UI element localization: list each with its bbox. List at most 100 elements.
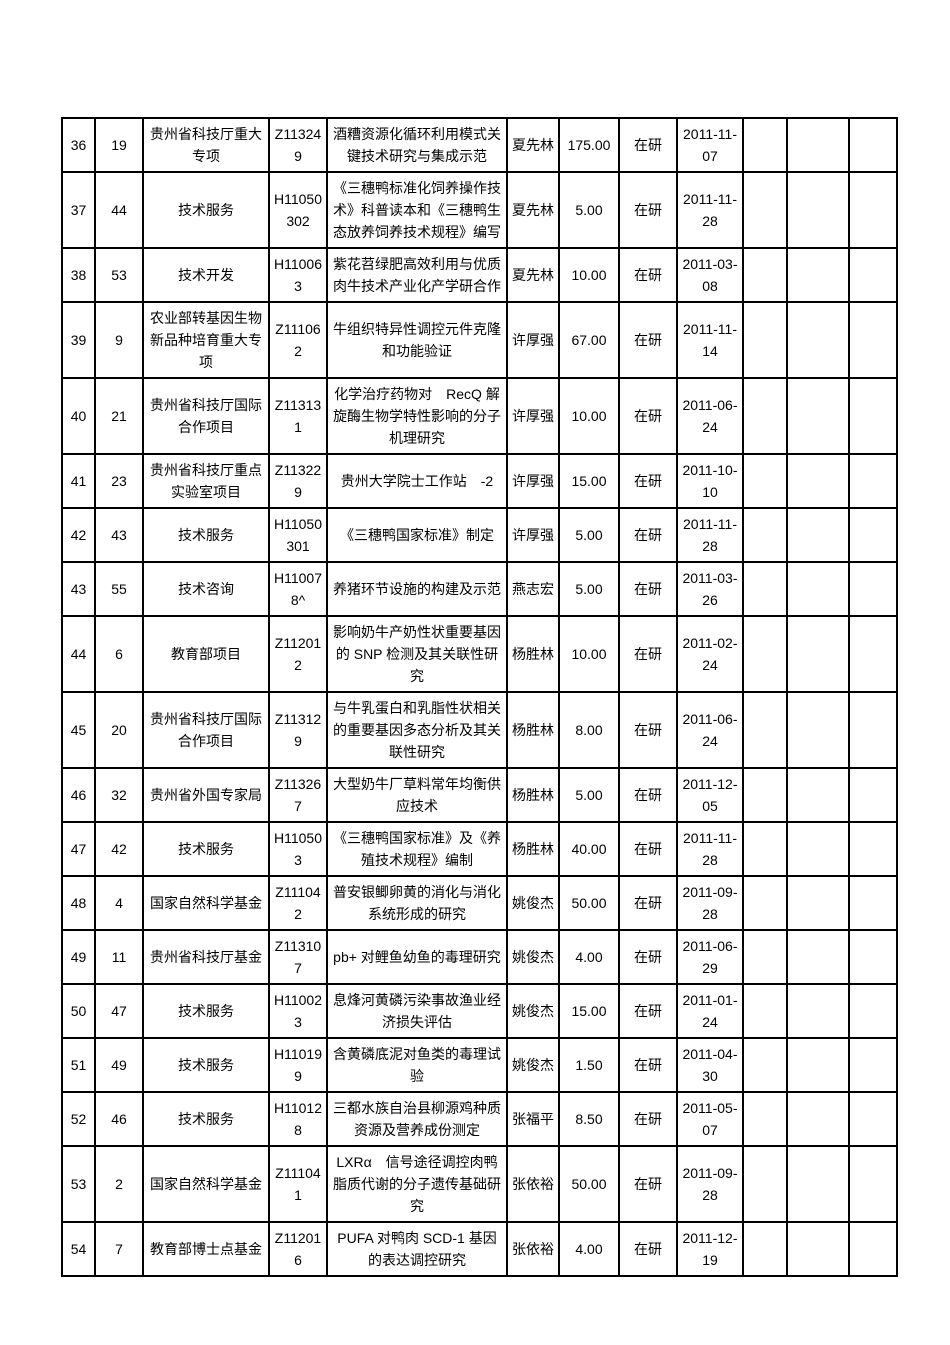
cell-leader: 杨胜林 — [506, 821, 560, 877]
cell-blank1 — [742, 377, 788, 455]
cell-amount: 5.00 — [558, 171, 620, 249]
cell-blank1 — [742, 171, 788, 249]
cell-code: Z111062 — [268, 301, 328, 379]
cell-status: 在研 — [618, 301, 678, 379]
table-row: 41 23 贵州省科技厅重点实验室项目 Z113229 贵州大学院士工作站 -2 许厚强 1… — [61, 453, 898, 509]
cell-no: 46 — [61, 767, 96, 823]
cell-title: 三都水族自治县柳源鸡种质资源及营养成份测定 — [326, 1091, 508, 1147]
cell-blank3 — [848, 1145, 898, 1223]
cell-category: 国家自然科学基金 — [142, 875, 270, 931]
cell-seq: 23 — [94, 453, 144, 509]
cell-status: 在研 — [618, 377, 678, 455]
cell-seq: 7 — [94, 1221, 144, 1277]
cell-amount: 10.00 — [558, 615, 620, 693]
cell-amount: 8.50 — [558, 1091, 620, 1147]
cell-date: 2011-12-05 — [676, 767, 744, 823]
cell-blank3 — [848, 875, 898, 931]
table-row: 54 7 教育部博士点基金 Z112016 PUFA 对鸭肉 SCD-1 基因的表达调控… — [61, 1221, 898, 1277]
cell-category: 技术服务 — [142, 821, 270, 877]
cell-category: 技术服务 — [142, 171, 270, 249]
cell-blank1 — [742, 1091, 788, 1147]
cell-leader: 张依裕 — [506, 1145, 560, 1223]
cell-status: 在研 — [618, 171, 678, 249]
cell-category: 技术开发 — [142, 247, 270, 303]
cell-code: H110128 — [268, 1091, 328, 1147]
cell-date: 2011-09-28 — [676, 1145, 744, 1223]
cell-blank3 — [848, 929, 898, 985]
cell-leader: 许厚强 — [506, 301, 560, 379]
cell-no: 53 — [61, 1145, 96, 1223]
cell-blank2 — [786, 247, 850, 303]
cell-blank1 — [742, 875, 788, 931]
table-row: 39 9 农业部转基因生物新品种培育重大专项 Z111062 牛组织特异性调控元件克隆和… — [61, 301, 898, 379]
cell-blank1 — [742, 1221, 788, 1277]
cell-blank1 — [742, 561, 788, 617]
cell-no: 48 — [61, 875, 96, 931]
cell-date: 2011-02-24 — [676, 615, 744, 693]
cell-blank1 — [742, 983, 788, 1039]
cell-amount: 8.00 — [558, 691, 620, 769]
cell-title: 贵州大学院士工作站 -2 — [326, 453, 508, 509]
cell-leader: 杨胜林 — [506, 691, 560, 769]
cell-blank3 — [848, 1037, 898, 1093]
cell-no: 40 — [61, 377, 96, 455]
cell-blank2 — [786, 171, 850, 249]
cell-blank3 — [848, 117, 898, 173]
cell-code: Z113129 — [268, 691, 328, 769]
cell-blank2 — [786, 453, 850, 509]
cell-blank3 — [848, 301, 898, 379]
cell-blank2 — [786, 615, 850, 693]
cell-status: 在研 — [618, 767, 678, 823]
cell-amount: 5.00 — [558, 767, 620, 823]
cell-status: 在研 — [618, 247, 678, 303]
cell-blank1 — [742, 1145, 788, 1223]
cell-no: 41 — [61, 453, 96, 509]
cell-blank1 — [742, 821, 788, 877]
cell-category: 技术咨询 — [142, 561, 270, 617]
cell-status: 在研 — [618, 1037, 678, 1093]
cell-blank3 — [848, 767, 898, 823]
cell-blank3 — [848, 453, 898, 509]
cell-category: 技术服务 — [142, 1091, 270, 1147]
cell-seq: 42 — [94, 821, 144, 877]
cell-no: 43 — [61, 561, 96, 617]
cell-blank1 — [742, 453, 788, 509]
cell-date: 2011-10-10 — [676, 453, 744, 509]
cell-code: Z113131 — [268, 377, 328, 455]
cell-title: 息烽河黄磷污染事故渔业经济损失评估 — [326, 983, 508, 1039]
cell-blank3 — [848, 983, 898, 1039]
cell-no: 36 — [61, 117, 96, 173]
cell-blank1 — [742, 615, 788, 693]
cell-blank2 — [786, 1091, 850, 1147]
cell-status: 在研 — [618, 117, 678, 173]
cell-blank2 — [786, 507, 850, 563]
cell-code: H110023 — [268, 983, 328, 1039]
cell-leader: 姚俊杰 — [506, 983, 560, 1039]
cell-category: 教育部博士点基金 — [142, 1221, 270, 1277]
cell-blank2 — [786, 561, 850, 617]
cell-leader: 姚俊杰 — [506, 929, 560, 985]
cell-title: 养猪环节设施的构建及示范 — [326, 561, 508, 617]
cell-seq: 53 — [94, 247, 144, 303]
cell-blank3 — [848, 171, 898, 249]
cell-category: 技术服务 — [142, 507, 270, 563]
cell-date: 2011-06-29 — [676, 929, 744, 985]
cell-amount: 5.00 — [558, 561, 620, 617]
cell-blank1 — [742, 507, 788, 563]
cell-date: 2011-05-07 — [676, 1091, 744, 1147]
cell-title: 《三穗鸭国家标准》制定 — [326, 507, 508, 563]
cell-leader: 燕志宏 — [506, 561, 560, 617]
table-row: 52 46 技术服务 H110128 三都水族自治县柳源鸡种质资源及营养成份测定 张福平 8… — [61, 1091, 898, 1147]
cell-amount: 67.00 — [558, 301, 620, 379]
cell-blank2 — [786, 983, 850, 1039]
cell-amount: 50.00 — [558, 1145, 620, 1223]
cell-seq: 46 — [94, 1091, 144, 1147]
cell-amount: 50.00 — [558, 875, 620, 931]
cell-leader: 杨胜林 — [506, 615, 560, 693]
cell-title: 含黄磷底泥对鱼类的毒理试验 — [326, 1037, 508, 1093]
cell-blank3 — [848, 1091, 898, 1147]
cell-leader: 张依裕 — [506, 1221, 560, 1277]
cell-seq: 21 — [94, 377, 144, 455]
cell-leader: 夏先林 — [506, 247, 560, 303]
cell-no: 52 — [61, 1091, 96, 1147]
